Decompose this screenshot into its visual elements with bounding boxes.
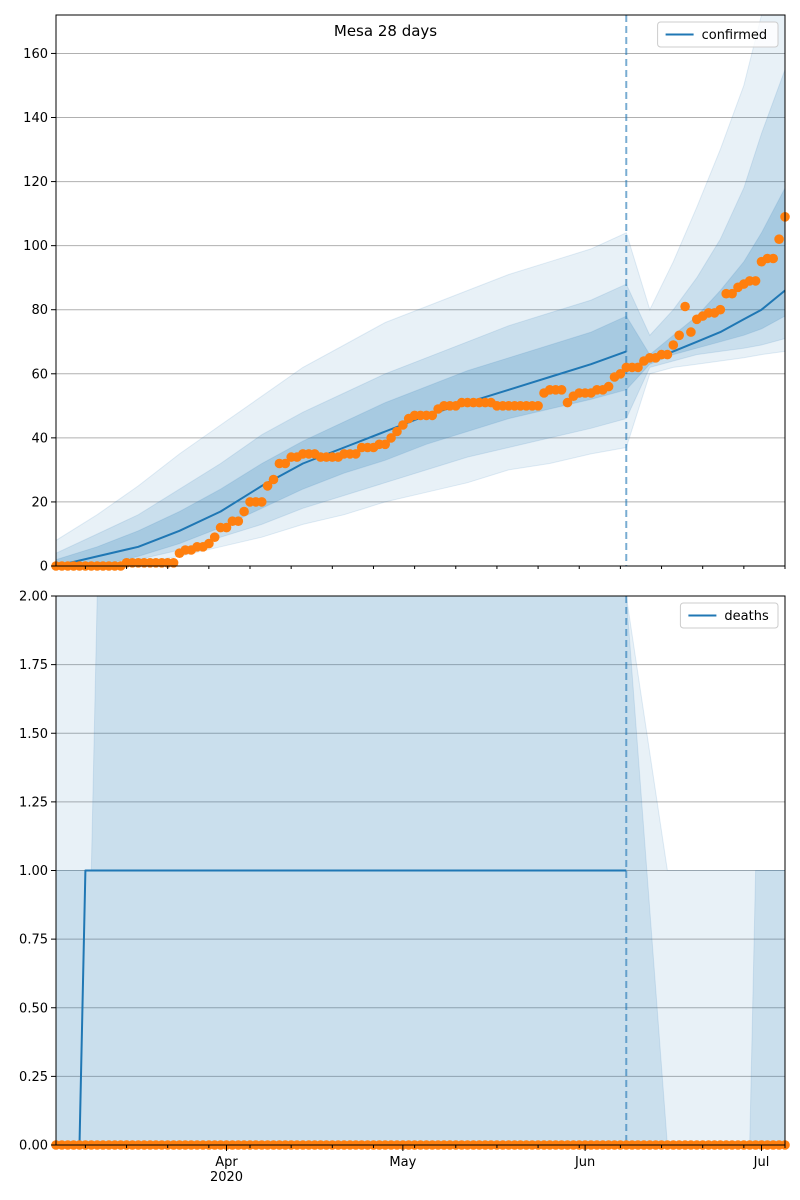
observed-point	[168, 558, 179, 568]
y-tick-label: 100	[23, 239, 48, 254]
observed-point	[768, 253, 778, 264]
legend-label: confirmed	[702, 28, 768, 43]
observed-point	[398, 420, 408, 430]
observed-point	[633, 362, 643, 373]
plot-area	[56, 596, 785, 1145]
observed-point	[392, 426, 402, 437]
observed-point	[386, 433, 396, 443]
y-tick-label: 0	[40, 560, 48, 575]
y-tick-label: 1.50	[19, 727, 48, 742]
observed-point	[239, 506, 249, 517]
observed-point	[750, 276, 761, 286]
y-tick-label: 0.75	[19, 933, 48, 948]
band-outer	[56, 15, 785, 566]
observed-point	[562, 397, 573, 408]
x-tick-sublabel: 2020	[210, 1170, 243, 1185]
observed-point	[427, 410, 438, 421]
observed-point	[204, 538, 214, 549]
observed-point	[209, 532, 220, 542]
confirmed-panel: 0 20 40 60 80 100 120 140 160 Mesa 28 days confirm…	[23, 14, 790, 575]
observed-point	[662, 349, 673, 360]
y-tick-label: 0.25	[19, 1070, 48, 1085]
x-tick-label: Apr	[215, 1155, 238, 1170]
y-tick-label: 60	[31, 367, 48, 382]
observed-point	[280, 458, 291, 469]
y-tick-label: 20	[31, 495, 48, 510]
x-tick-label: May	[389, 1155, 416, 1170]
chart-title: Mesa 28 days	[334, 22, 437, 40]
y-tick-label: 1.75	[19, 658, 48, 673]
x-tick-label: Jun	[574, 1155, 595, 1170]
legend: deaths	[679, 602, 779, 629]
y-tick-label: 1.00	[19, 864, 48, 879]
observed-point	[603, 381, 614, 392]
observed-point	[268, 474, 279, 485]
confirmed-line	[56, 350, 627, 566]
observed-point	[674, 330, 684, 341]
y-tick-label: 140	[23, 111, 48, 126]
observed-point	[715, 304, 726, 315]
observed-point	[380, 439, 391, 450]
deaths-line	[56, 869, 627, 1145]
y-tick-label: 160	[23, 47, 48, 62]
y-tick-label: 120	[23, 175, 48, 190]
observed-point	[533, 401, 543, 411]
legend-label: deaths	[724, 609, 769, 624]
observed-point	[615, 369, 626, 379]
y-tick-label: 80	[31, 303, 48, 318]
observed-point	[221, 522, 232, 533]
axes-frame	[55, 14, 786, 567]
observed-point	[233, 516, 244, 526]
legend-box	[657, 21, 779, 48]
observed-point	[686, 327, 696, 337]
y-tick-label: 2.00	[19, 590, 48, 605]
observed-point	[680, 301, 690, 312]
observed-point	[262, 481, 273, 491]
observed-point	[668, 340, 679, 350]
legend-box	[679, 602, 779, 629]
observed-point	[257, 497, 267, 507]
band-middle	[56, 69, 785, 566]
y-tick-label: 40	[31, 431, 48, 446]
deaths-panel: 0.00 0.25 0.50 0.75 1.00 1.25 1.50 1.75 2.00 Apr2…	[19, 590, 790, 1185]
observed-point	[727, 288, 737, 299]
legend: confirmed	[657, 21, 779, 48]
y-tick-label: 0.00	[19, 1139, 48, 1154]
y-tick-label: 0.50	[19, 1001, 48, 1016]
observed-points	[51, 212, 790, 571]
band-inner	[56, 187, 785, 566]
observed-point	[351, 449, 361, 459]
x-tick-label: Jul	[753, 1155, 770, 1170]
observed-point	[774, 234, 784, 244]
observed-point	[556, 385, 567, 395]
y-tick-label: 1.25	[19, 795, 48, 810]
